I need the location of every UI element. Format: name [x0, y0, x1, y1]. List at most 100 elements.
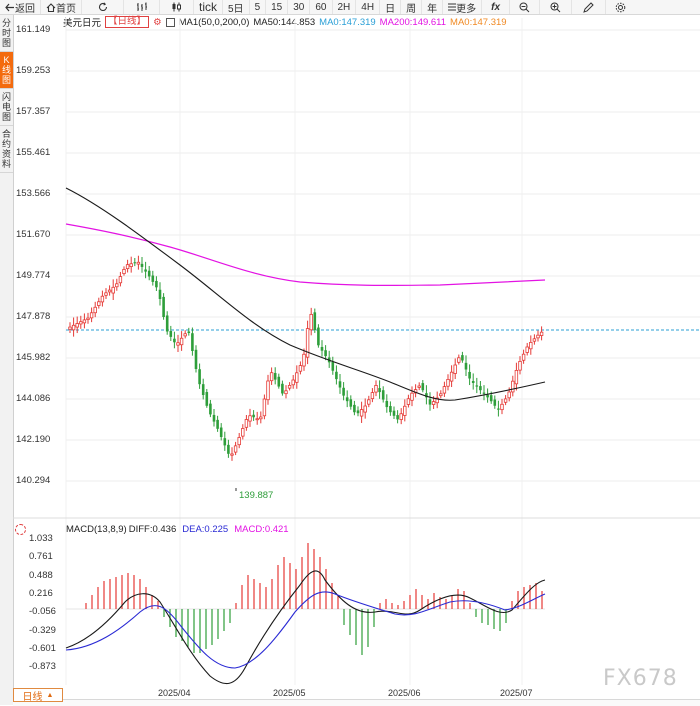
- period-week[interactable]: 周: [401, 0, 423, 15]
- bar-chart-button[interactable]: [124, 0, 160, 14]
- period-5day[interactable]: 5日: [223, 0, 250, 15]
- fx-button[interactable]: fx: [482, 0, 511, 14]
- candle-body: [209, 403, 212, 415]
- candle-body: [359, 409, 364, 417]
- date-label: 2025/04: [158, 688, 191, 698]
- zoom-out-button[interactable]: [510, 0, 541, 14]
- candle-body: [302, 353, 306, 367]
- candle-body: [291, 379, 295, 386]
- candle-body: [173, 338, 176, 343]
- more-button[interactable]: 更多: [443, 0, 483, 15]
- period-text: 日线: [117, 16, 137, 27]
- candle-body: [425, 393, 428, 398]
- candles: [68, 255, 544, 491]
- refresh-button[interactable]: [82, 0, 124, 14]
- period-4h[interactable]: 4H: [356, 0, 381, 14]
- tab-flash[interactable]: 闪电图: [0, 89, 13, 126]
- macd-legend: MACD(13,8,9) DIFF:0.436 DEA:0.225 MACD:0…: [66, 524, 289, 535]
- candle-body: [205, 392, 209, 406]
- candle-body: [461, 355, 464, 361]
- home-icon: [46, 2, 56, 12]
- candle-body: [471, 381, 475, 383]
- candle-body: [497, 408, 500, 410]
- home-button[interactable]: 首页: [41, 0, 82, 15]
- period-30min[interactable]: 30: [288, 0, 311, 14]
- candle-body: [396, 415, 399, 420]
- candle-body: [320, 346, 324, 351]
- candlestick-button[interactable]: [160, 0, 194, 14]
- macd-tick: 0.216: [29, 588, 53, 599]
- candle-body: [410, 392, 414, 401]
- candle-body: [241, 428, 245, 437]
- candlestick-icon: [172, 2, 181, 12]
- period-15min[interactable]: 15: [266, 0, 289, 14]
- price-tick: 157.357: [16, 106, 51, 117]
- price-tick: 149.774: [16, 270, 51, 281]
- candle-body: [345, 397, 349, 402]
- tab-label: 闪电图: [1, 92, 11, 122]
- period-day[interactable]: 日: [380, 0, 402, 15]
- period-5min[interactable]: 5: [250, 0, 267, 14]
- zoom-out-icon: [519, 2, 530, 12]
- candle-body: [79, 321, 83, 325]
- candle-body: [118, 276, 123, 284]
- back-button[interactable]: 返回: [0, 0, 41, 15]
- candle-body: [518, 360, 522, 371]
- indicator-legend: 美元日元 【日线】 ⚙ MA1(50,0,200,0) MA50:144.853…: [63, 16, 507, 29]
- macd-tick: -0.601: [29, 643, 56, 654]
- candle-body: [489, 395, 493, 402]
- price-tick: 153.566: [16, 188, 51, 199]
- settings-button[interactable]: [606, 0, 634, 14]
- grid-icon: [448, 3, 457, 11]
- candle-body: [129, 263, 133, 267]
- candle-body: [335, 371, 338, 380]
- bottom-bar: [13, 699, 700, 706]
- macd-value: MACD:0.421: [234, 524, 289, 535]
- low-price-label: 139.887: [239, 490, 274, 501]
- candle-body: [259, 416, 263, 420]
- candle-body: [125, 264, 130, 270]
- tick-button[interactable]: tick: [194, 0, 223, 14]
- ma-toggle-checkbox[interactable]: [165, 17, 175, 27]
- period-label: 5: [254, 1, 261, 13]
- candle-body: [363, 405, 367, 413]
- bottom-period-tab[interactable]: 日线 ▲: [13, 688, 63, 703]
- candle-body: [511, 380, 515, 393]
- price-tick: 147.878: [16, 311, 51, 322]
- candle-body: [158, 289, 162, 299]
- candle-body: [399, 413, 403, 420]
- period-2h[interactable]: 2H: [333, 0, 357, 14]
- macd-dea-line: [65, 591, 546, 669]
- candle-body: [532, 338, 537, 342]
- period-badge[interactable]: 【日线】: [105, 16, 150, 28]
- macd-dea: DEA:0.225: [182, 524, 229, 535]
- draw-button[interactable]: [572, 0, 607, 14]
- price-tick: 161.149: [16, 24, 51, 35]
- tab-intraday[interactable]: 分时图: [0, 15, 13, 52]
- candle-body: [298, 365, 303, 372]
- period-year[interactable]: 年: [422, 0, 444, 15]
- tab-kline[interactable]: K线图: [0, 52, 13, 89]
- ma200-line: [65, 223, 546, 286]
- candle-body: [97, 301, 101, 306]
- watermark-logo: FX678: [603, 666, 678, 691]
- zoom-in-button[interactable]: [540, 0, 573, 14]
- candle-body: [435, 397, 439, 404]
- candle-body: [457, 357, 461, 363]
- candle-body: [273, 373, 277, 380]
- candle-body: [82, 319, 87, 324]
- settings-gear-icon[interactable]: ⚙: [153, 16, 162, 28]
- price-tick: 145.982: [16, 352, 51, 363]
- candle-body: [287, 384, 292, 389]
- ma-lines: [65, 187, 546, 401]
- more-label: 更多: [456, 3, 477, 15]
- period-label: 日: [385, 3, 396, 15]
- tab-contract-info[interactable]: 合约资料: [0, 126, 13, 173]
- candle-body: [507, 391, 511, 399]
- candle-body: [219, 427, 223, 437]
- period-60min[interactable]: 60: [310, 0, 333, 14]
- macd-tick: -0.873: [29, 661, 56, 672]
- period-label: 15: [271, 1, 283, 13]
- candle-body: [198, 369, 201, 385]
